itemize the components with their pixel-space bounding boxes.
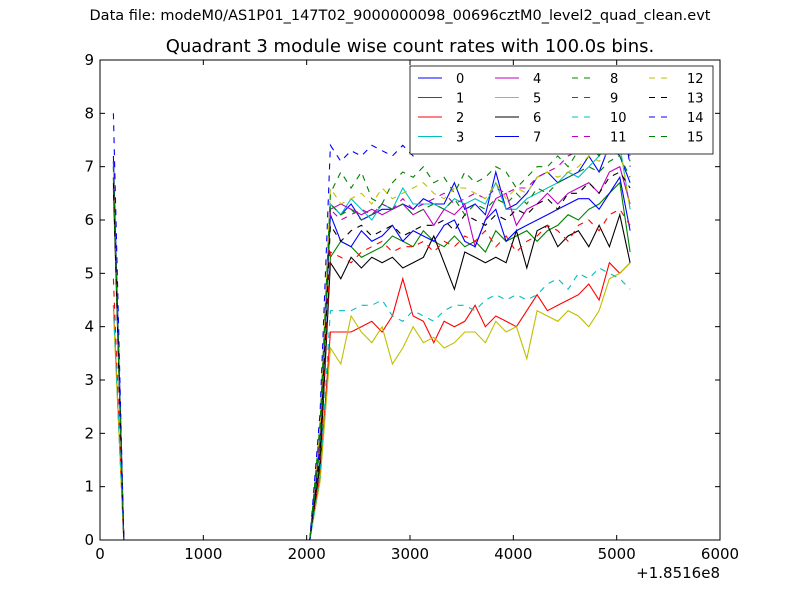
legend-label-11: 11 xyxy=(610,131,627,146)
legend-box xyxy=(409,65,714,155)
series-line-9 xyxy=(112,208,631,541)
y-tick-label: 3 xyxy=(84,371,94,389)
series-line-2 xyxy=(112,261,631,541)
y-tick-label: 9 xyxy=(84,51,94,69)
chart-title: Quadrant 3 module wise count rates with … xyxy=(165,36,655,57)
x-offset-label: +1.8516e8 xyxy=(636,564,720,582)
series-line-12 xyxy=(112,144,631,541)
y-tick-label: 4 xyxy=(84,318,94,336)
y-tick-label: 7 xyxy=(84,158,94,176)
x-tick-label: 0 xyxy=(95,545,105,563)
series-line-5 xyxy=(112,262,631,541)
legend-label-13: 13 xyxy=(687,92,704,107)
series-line-6 xyxy=(112,187,631,541)
legend-label-12: 12 xyxy=(687,72,704,87)
y-tick-label: 1 xyxy=(84,478,94,496)
legend-label-10: 10 xyxy=(610,111,627,126)
y-tick-label: 5 xyxy=(84,264,94,282)
y-tick-label: 0 xyxy=(84,531,94,549)
x-tick-label: 3000 xyxy=(391,545,429,563)
series-line-14 xyxy=(112,74,631,541)
legend-label-7: 7 xyxy=(533,131,541,146)
legend-label-14: 14 xyxy=(687,111,704,126)
series-line-13 xyxy=(112,171,631,541)
x-tick-label: 5000 xyxy=(598,545,636,563)
legend-label-0: 0 xyxy=(456,72,464,87)
legend-label-4: 4 xyxy=(533,72,541,87)
series-line-15 xyxy=(112,155,631,541)
y-tick-label: 2 xyxy=(84,424,94,442)
y-tick-label: 8 xyxy=(84,104,94,122)
legend-label-6: 6 xyxy=(533,111,541,126)
legend-label-5: 5 xyxy=(533,92,541,107)
series-line-3 xyxy=(112,133,631,541)
x-tick-label: 1000 xyxy=(184,545,222,563)
x-tick-label: 4000 xyxy=(494,545,532,563)
x-tick-label: 2000 xyxy=(288,545,326,563)
series-line-7 xyxy=(112,161,631,541)
series-line-11 xyxy=(112,133,631,541)
series-line-1 xyxy=(112,177,631,541)
series-line-10 xyxy=(112,267,631,541)
data-file-label: Data file: modeM0/AS1P01_147T02_90000000… xyxy=(89,8,711,24)
legend-label-2: 2 xyxy=(456,111,464,126)
legend-label-15: 15 xyxy=(687,131,704,146)
legend-label-3: 3 xyxy=(456,131,464,146)
series-line-8 xyxy=(112,133,631,541)
legend-label-9: 9 xyxy=(610,92,618,107)
series-line-4 xyxy=(112,165,631,541)
legend-label-1: 1 xyxy=(456,92,464,107)
x-tick-label: 6000 xyxy=(701,545,739,563)
legend-label-8: 8 xyxy=(610,72,618,87)
y-tick-label: 6 xyxy=(84,211,94,229)
